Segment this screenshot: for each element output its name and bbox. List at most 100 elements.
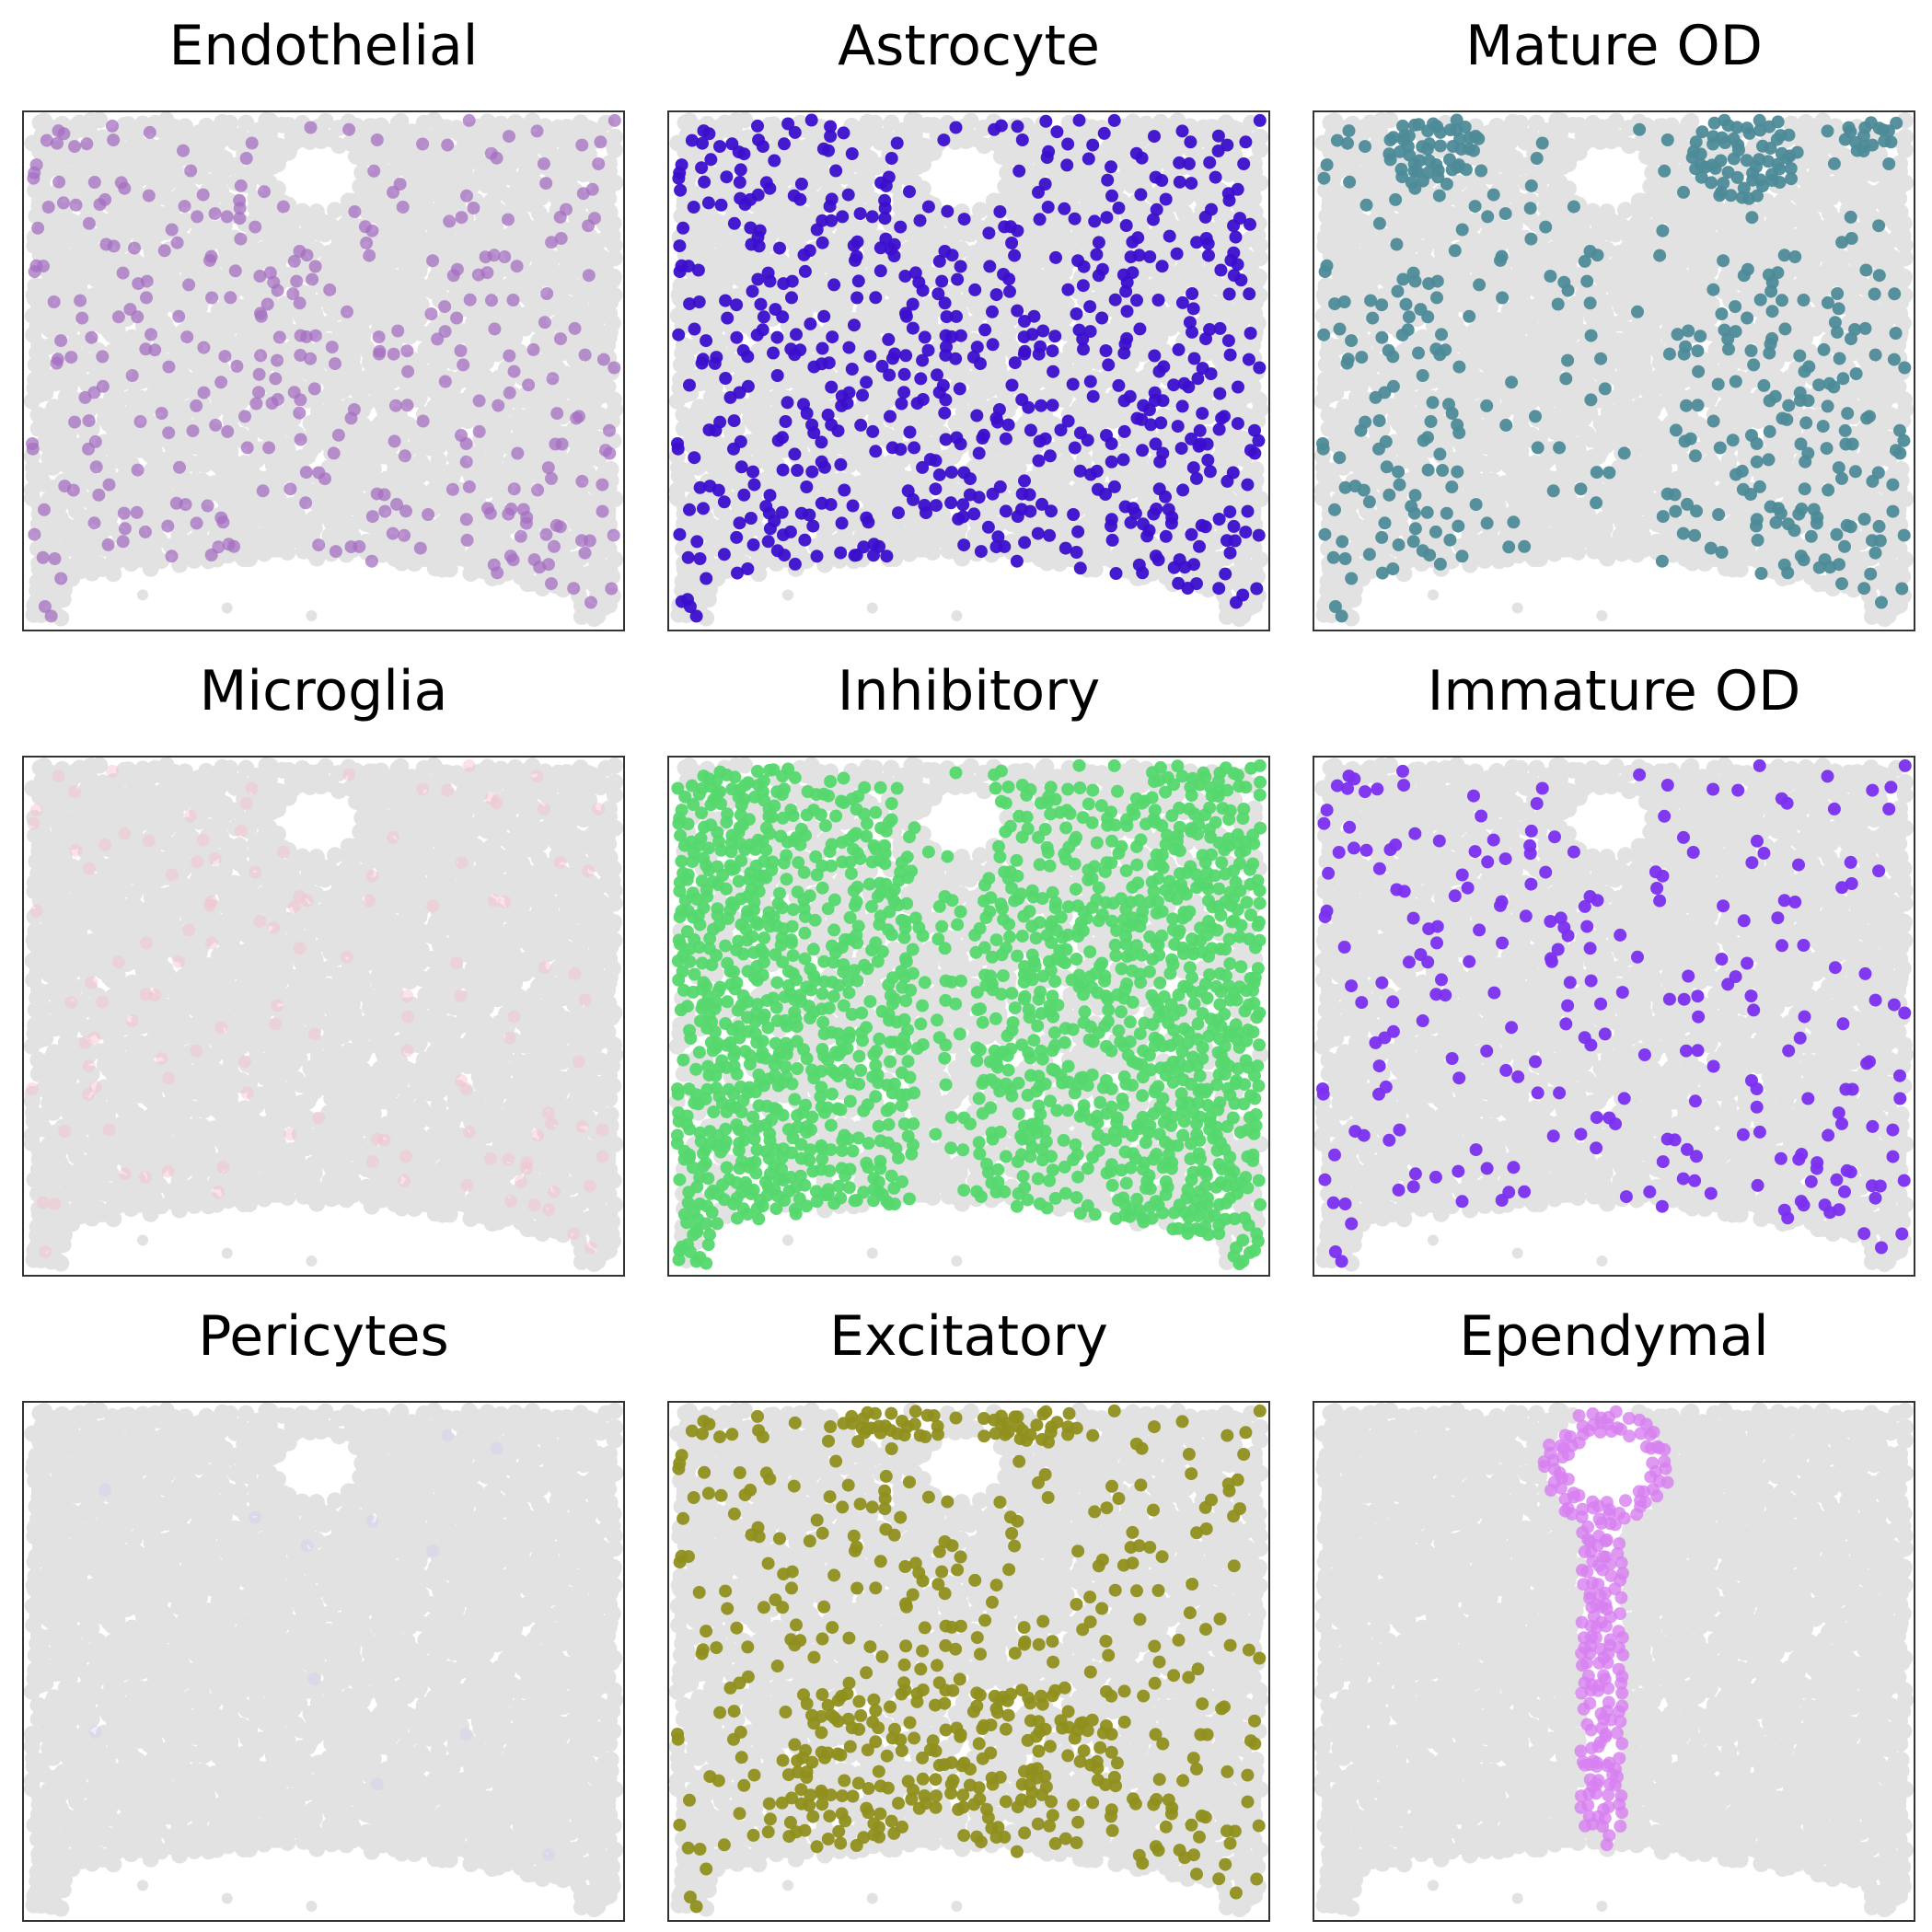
- highlight-point: [179, 498, 192, 512]
- background-point: [44, 458, 62, 476]
- background-point: [451, 372, 469, 389]
- highlight-point: [522, 378, 536, 392]
- highlight-point: [399, 504, 412, 518]
- background-point: [589, 607, 607, 625]
- background-point: [411, 262, 428, 280]
- background-point: [384, 372, 401, 389]
- highlight-point: [503, 349, 516, 363]
- background-point: [725, 251, 743, 269]
- background-point: [1164, 428, 1182, 445]
- highlight-point: [582, 269, 596, 283]
- background-point: [393, 554, 411, 572]
- highlight-point: [387, 185, 399, 199]
- background-point: [523, 141, 540, 158]
- highlight-point: [472, 424, 486, 438]
- highlight-point: [128, 241, 141, 255]
- highlight-point: [377, 488, 391, 502]
- highlight-point: [438, 375, 452, 388]
- highlight-point: [287, 254, 301, 268]
- highlight-point: [424, 307, 438, 320]
- highlight-point: [107, 133, 121, 147]
- panel-endothelial: Endothelial: [22, 9, 625, 631]
- background-point: [681, 475, 699, 492]
- highlight-point: [367, 164, 381, 178]
- highlight-point: [93, 198, 107, 212]
- background-point: [392, 112, 410, 130]
- background-point: [908, 158, 926, 176]
- highlight-point: [331, 428, 345, 442]
- highlight-point: [238, 410, 251, 423]
- highlight-point: [459, 437, 473, 450]
- background-point: [221, 602, 233, 614]
- background-point: [707, 320, 724, 338]
- highlight-point: [101, 538, 115, 551]
- background-point: [373, 521, 390, 538]
- highlight-point: [38, 503, 51, 516]
- background-point: [1029, 252, 1047, 270]
- highlight-point: [216, 515, 230, 529]
- highlight-point: [68, 415, 82, 429]
- background-point: [80, 251, 98, 269]
- highlight-point: [258, 185, 271, 199]
- background-point: [91, 111, 109, 129]
- background-point: [606, 237, 623, 254]
- highlight-point: [254, 309, 268, 323]
- highlight-point: [387, 347, 400, 361]
- highlight-point: [398, 449, 411, 463]
- highlight-point: [539, 527, 553, 541]
- highlight-point: [483, 506, 497, 520]
- background-point: [309, 496, 327, 514]
- background-point: [317, 112, 334, 130]
- highlight-point: [318, 472, 331, 486]
- background-point: [470, 486, 488, 503]
- highlight-point: [607, 528, 620, 542]
- highlight-point: [118, 522, 132, 536]
- highlight-point: [26, 442, 40, 456]
- highlight-point: [299, 466, 313, 480]
- background-point: [1132, 131, 1150, 148]
- highlight-point: [607, 113, 621, 127]
- background-point: [1105, 329, 1123, 346]
- background-point: [573, 607, 590, 625]
- background-point: [331, 412, 349, 430]
- highlight-point: [96, 350, 110, 364]
- background-point: [601, 596, 618, 614]
- highlight-point: [87, 516, 101, 530]
- highlight-point: [553, 210, 567, 224]
- background-point: [458, 551, 476, 569]
- highlight-point: [294, 393, 307, 407]
- highlight-point: [533, 561, 547, 574]
- background-point: [495, 522, 513, 539]
- background-point: [668, 392, 686, 410]
- highlight-point: [283, 482, 297, 496]
- background-point: [571, 196, 588, 214]
- highlight-point: [260, 297, 274, 311]
- highlight-point: [514, 529, 527, 543]
- background-point: [1116, 486, 1133, 503]
- highlight-point: [304, 121, 318, 134]
- background-point: [478, 353, 494, 371]
- highlight-points: [26, 113, 621, 623]
- background-point: [344, 515, 362, 533]
- highlight-point: [300, 249, 314, 262]
- highlight-point: [401, 364, 415, 378]
- highlight-point: [378, 504, 392, 518]
- highlight-point: [57, 127, 71, 141]
- highlight-point: [507, 482, 521, 496]
- highlight-point: [416, 414, 430, 428]
- highlight-point: [487, 249, 501, 262]
- highlight-point: [457, 358, 470, 372]
- background-point: [872, 317, 889, 334]
- background-point: [866, 114, 884, 132]
- highlight-point: [459, 455, 473, 469]
- highlight-point: [157, 244, 171, 258]
- background-point: [972, 202, 989, 219]
- background-point: [441, 561, 458, 578]
- highlight-point: [502, 507, 515, 521]
- highlight-point: [172, 309, 186, 323]
- highlight-point: [463, 293, 477, 307]
- highlight-point: [140, 274, 154, 288]
- highlight-point: [28, 527, 41, 541]
- highlight-point: [162, 426, 176, 440]
- background-point: [279, 543, 296, 561]
